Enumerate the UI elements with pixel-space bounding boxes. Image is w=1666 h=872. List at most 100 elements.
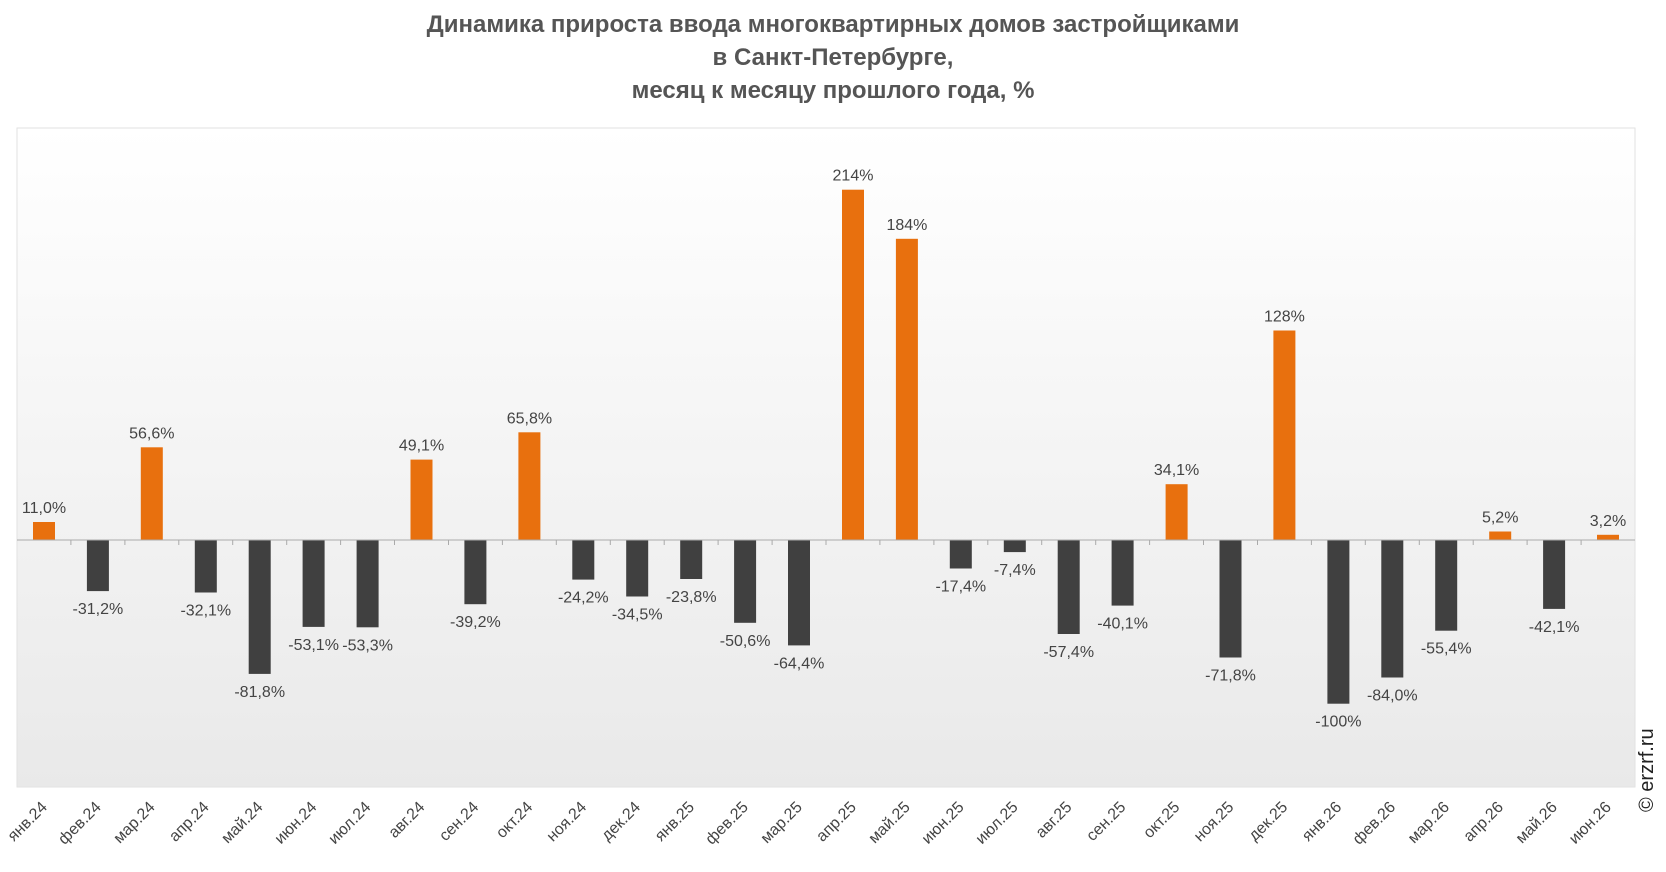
bar-май.25 [895,238,918,541]
x-tick-label-ноя.24: ноя.24 [544,799,590,845]
data-label-фев.26: -84,0% [1367,688,1418,705]
bar-авг.24 [410,459,433,540]
x-tick-label-мар.26: мар.26 [1405,799,1453,847]
watermark-text: © erzrf.ru [1636,728,1658,812]
bar-июл.24 [356,540,379,628]
x-tick-label-окт.24: окт.24 [493,799,536,842]
bar-апр.26 [1489,531,1512,540]
x-tick-label-июн.26: июн.26 [1566,799,1615,848]
bar-мар.25 [788,540,810,646]
plot-area [16,127,1636,788]
bar-янв.26 [1327,540,1350,704]
data-label-сен.24: -39,2% [450,614,501,631]
data-label-май.25: 184% [886,217,927,234]
data-label-мар.24: 56,6% [129,425,174,442]
bar-мар.26 [1435,540,1458,631]
x-tick-label-ноя.25: ноя.25 [1191,799,1237,845]
x-tick-label-июл.24: июл.24 [326,799,375,848]
ticks-layer [70,540,1582,545]
data-label-май.26: -42,1% [1529,619,1580,636]
data-label-июл.24: -53,3% [342,637,393,654]
data-label-ноя.24: -24,2% [558,590,609,607]
data-label-фев.25: -50,6% [720,633,771,650]
x-tick-label-дек.24: дек.24 [598,799,644,845]
category-labels-layer: янв.24 фев.24 мар.24 апр.24 май.24 июн.24 июл.… [5,799,1615,848]
x-tick-label-янв.25: янв.25 [652,799,698,845]
data-label-мар.26: -55,4% [1421,641,1472,658]
x-tick-label-апр.24: апр.24 [166,799,213,846]
x-tick-label-май.26: май.26 [1513,799,1561,847]
bar-авг.25 [1057,540,1080,634]
data-label-апр.25: 214% [833,168,874,185]
bar-июн.24 [302,540,325,627]
bar-дек.25 [1273,330,1296,540]
bar-июл.25 [1003,540,1026,553]
bar-дек.24 [626,540,649,597]
data-label-окт.25: 34,1% [1154,462,1199,479]
data-label-июн.24: -53,1% [288,637,339,654]
bar-окт.25 [1165,484,1188,540]
bar-июн.25 [949,540,972,569]
x-tick-label-сен.24: сен.24 [436,799,482,845]
bar-сен.25 [1111,540,1134,606]
x-tick-label-окт.25: окт.25 [1140,799,1183,842]
x-tick-label-фев.26: фев.26 [1350,799,1399,848]
data-label-сен.25: -40,1% [1097,616,1148,633]
data-label-янв.26: -100% [1315,714,1361,731]
chart-title-line-1: Динамика прироста ввода многоквартирных … [426,11,1240,38]
x-tick-label-мар.24: мар.24 [111,799,159,847]
x-tick-label-мар.25: мар.25 [758,799,806,847]
x-tick-label-июл.25: июл.25 [973,799,1022,848]
x-tick-label-фев.25: фев.25 [703,799,752,848]
watermark: © erzrf.ru [1636,652,1666,812]
data-label-авг.24: 49,1% [399,438,444,455]
x-tick-label-янв.26: янв.26 [1299,799,1345,845]
x-tick-label-апр.25: апр.25 [813,799,860,846]
bars-layer [33,189,1619,704]
x-tick-label-фев.24: фев.24 [55,799,104,848]
data-label-янв.25: -23,8% [666,589,717,606]
x-tick-label-сен.25: сен.25 [1083,799,1129,845]
data-label-авг.25: -57,4% [1043,644,1094,661]
x-tick-label-дек.25: дек.25 [1246,799,1292,845]
data-label-ноя.25: -71,8% [1205,668,1256,685]
data-label-апр.24: -32,1% [180,603,231,620]
bar-май.24 [248,540,271,674]
x-tick-label-авг.24: авг.24 [386,799,429,842]
data-label-июл.25: -7,4% [994,562,1036,579]
bar-ноя.24 [572,540,595,580]
bar-апр.24 [194,540,217,593]
data-label-янв.24: 11,0% [22,500,66,517]
bar-май.26 [1543,540,1566,609]
x-tick-label-май.25: май.25 [866,799,914,847]
bar-янв.25 [680,540,703,579]
x-tick-label-апр.26: апр.26 [1461,799,1508,846]
bar-июн.26 [1597,534,1619,540]
bar-сен.24 [464,540,487,605]
chart-title-line-3: месяц к месяцу прошлого года, % [631,77,1035,104]
data-label-дек.24: -34,5% [612,607,663,624]
data-label-окт.24: 65,8% [507,410,552,427]
bar-янв.24 [33,522,55,540]
bar-фев.25 [734,540,757,623]
x-tick-label-янв.24: янв.24 [5,799,51,845]
data-label-май.24: -81,8% [234,684,285,701]
bar-фев.26 [1381,540,1404,678]
bar-ноя.25 [1219,540,1242,658]
bar-апр.25 [842,189,864,540]
bar-окт.24 [518,432,541,540]
value-labels-layer: 11,0% -31,2% 56,6% -32,1% -81,8% -53,1% -53,3%… [22,168,1626,731]
data-label-апр.26: 5,2% [1482,510,1518,527]
chart-title: Динамика прироста ввода многоквартирных … [0,8,1666,107]
x-tick-label-июн.24: июн.24 [272,799,321,848]
data-label-дек.25: 128% [1264,309,1305,326]
data-label-июн.26: 3,2% [1590,513,1626,530]
data-label-мар.25: -64,4% [774,655,825,672]
chart-title-line-2: в Санкт-Петербурге, [712,44,954,71]
x-tick-label-июн.25: июн.25 [919,799,968,848]
x-tick-label-авг.25: авг.25 [1033,799,1076,842]
x-tick-label-май.24: май.24 [218,799,266,847]
bar-фев.24 [86,540,109,592]
bar-мар.24 [140,447,163,540]
